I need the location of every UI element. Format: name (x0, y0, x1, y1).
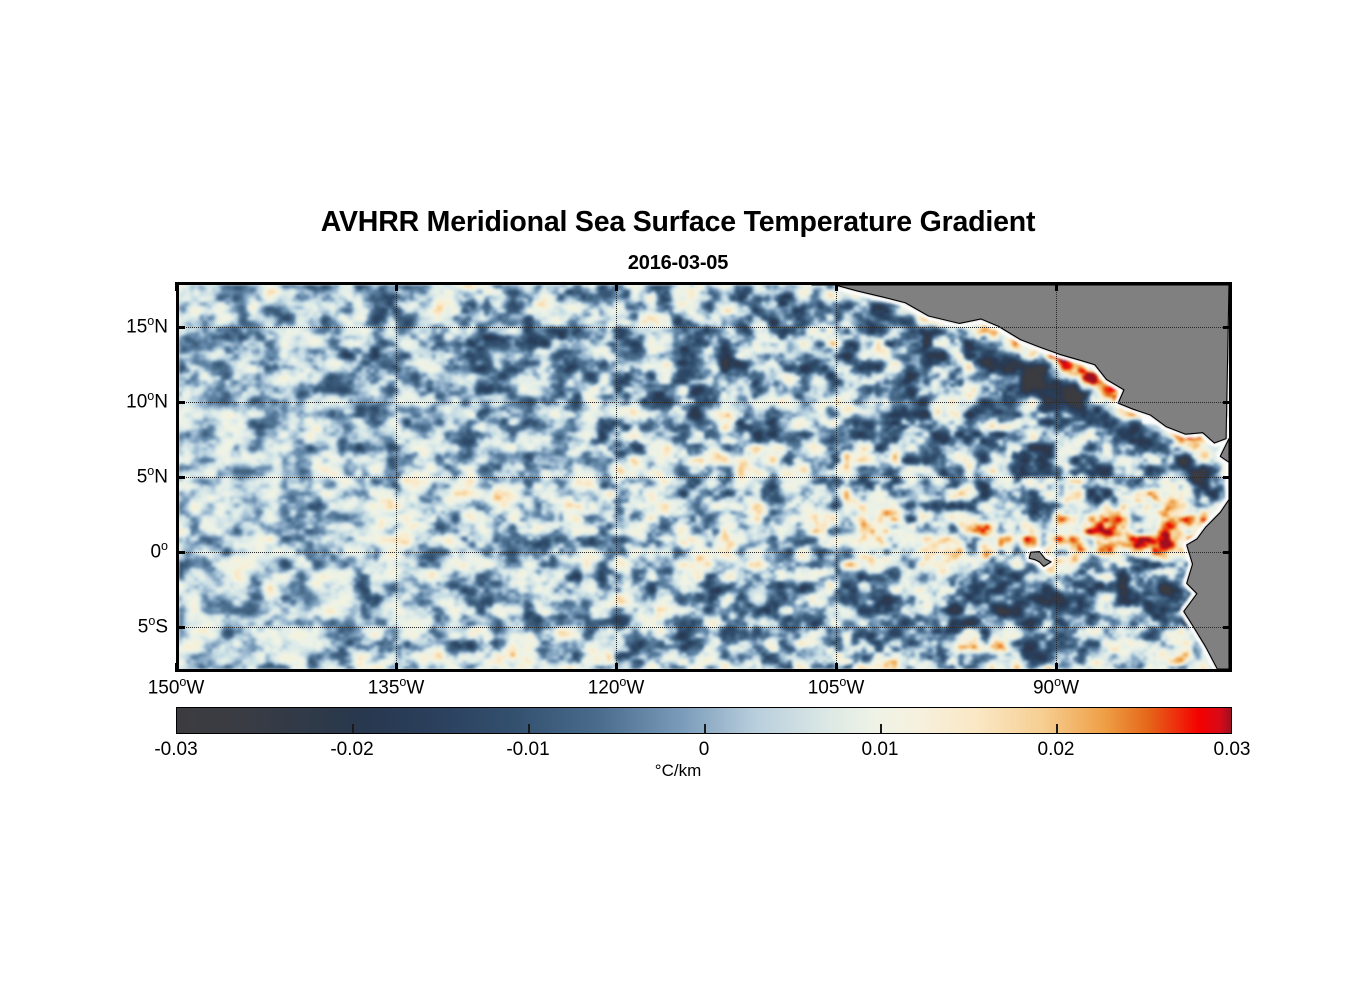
y-tick-right (1223, 325, 1232, 329)
gridline-lon (1056, 285, 1057, 669)
gridlines (179, 285, 1229, 669)
x-tick-bottom (394, 663, 398, 672)
x-tick-top (614, 282, 618, 291)
gridline-lon (396, 285, 397, 669)
x-tick-top (1054, 282, 1058, 291)
x-tick-label: 105oW (807, 675, 865, 699)
y-tick-right (1223, 625, 1232, 629)
y-tick-left (176, 625, 185, 629)
galapagos-islands (1028, 551, 1052, 567)
page-title: AVHRR Meridional Sea Surface Temperature… (320, 206, 1036, 238)
gridline-lon (616, 285, 617, 669)
colorbar-tick-label: -0.02 (330, 739, 374, 760)
colorbar-tick (1056, 724, 1058, 733)
south-america-landmass (1183, 438, 1229, 669)
y-tick-label: 5oN (136, 464, 168, 488)
gridline-lat (179, 402, 1229, 403)
y-tick-label: 5oS (137, 614, 168, 638)
gridline-lat (179, 327, 1229, 328)
gridline-lat (179, 477, 1229, 478)
colorbar-tick (880, 724, 882, 733)
colorbar-tick-label: 0.03 (1213, 739, 1251, 760)
colorbar-tick-label: 0.01 (861, 739, 899, 760)
y-tick-label: 15oN (126, 314, 168, 338)
x-tick-bottom (834, 663, 838, 672)
y-tick-label: 0o (150, 539, 168, 563)
x-tick-label: 120oW (587, 675, 645, 699)
colorbar-tick (352, 724, 354, 733)
x-tick-bottom (1054, 663, 1058, 672)
gridline-lat (179, 627, 1229, 628)
x-tick-bottom (174, 663, 178, 672)
gridline-lon (836, 285, 837, 669)
y-tick-label: 10oN (126, 389, 168, 413)
figure-date-subtitle: 2016-03-05 (627, 252, 729, 274)
colorbar-tick-label: 0.02 (1037, 739, 1075, 760)
x-tick-top (834, 282, 838, 291)
y-tick-right (1223, 550, 1232, 554)
colorbar-tick (704, 724, 706, 733)
y-tick-left (176, 400, 185, 404)
y-tick-left (176, 325, 185, 329)
land-polygons (811, 285, 1229, 669)
land-layer (811, 285, 1229, 669)
map-clip (179, 285, 1229, 669)
colorbar-tick-label: 0 (698, 739, 710, 760)
y-tick-right (1223, 400, 1232, 404)
colorbar[interactable] (176, 707, 1232, 734)
x-tick-label: 90oW (1032, 675, 1080, 699)
y-tick-right (1223, 475, 1232, 479)
x-tick-bottom (614, 663, 618, 672)
x-tick-label: 135oW (367, 675, 425, 699)
map-axes[interactable] (176, 282, 1232, 672)
x-tick-label: 150oW (147, 675, 205, 699)
y-tick-left (176, 475, 185, 479)
gridline-lat (179, 552, 1229, 553)
colorbar-unit-label: °C/km (654, 761, 702, 780)
central-america-landmass (811, 285, 1229, 444)
colorbar-tick-label: -0.03 (154, 739, 198, 760)
x-tick-top (394, 282, 398, 291)
colorbar-tick-label: -0.01 (506, 739, 550, 760)
y-tick-left (176, 550, 185, 554)
colorbar-tick (528, 724, 530, 733)
x-tick-top (174, 282, 178, 291)
